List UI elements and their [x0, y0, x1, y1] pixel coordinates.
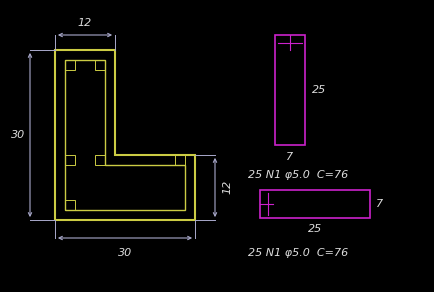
Text: 25 N1 φ5.0  C=76: 25 N1 φ5.0 C=76 [247, 170, 348, 180]
Text: 25: 25 [311, 85, 326, 95]
Text: 7: 7 [375, 199, 382, 209]
Text: 30: 30 [11, 130, 25, 140]
Bar [65, 60, 75, 70]
Text: 30: 30 [118, 248, 132, 258]
Bar [95, 60, 105, 70]
Text: 7: 7 [286, 152, 293, 162]
Bar [95, 155, 105, 165]
Text: 12: 12 [78, 18, 92, 28]
Text: 25: 25 [307, 224, 322, 234]
Bar [65, 155, 75, 165]
Text: 12: 12 [221, 180, 231, 194]
Text: 25 N1 φ5.0  C=76: 25 N1 φ5.0 C=76 [247, 248, 348, 258]
Bar [274, 35, 304, 145]
Bar [174, 155, 184, 165]
Bar [65, 200, 75, 210]
Bar [260, 190, 369, 218]
